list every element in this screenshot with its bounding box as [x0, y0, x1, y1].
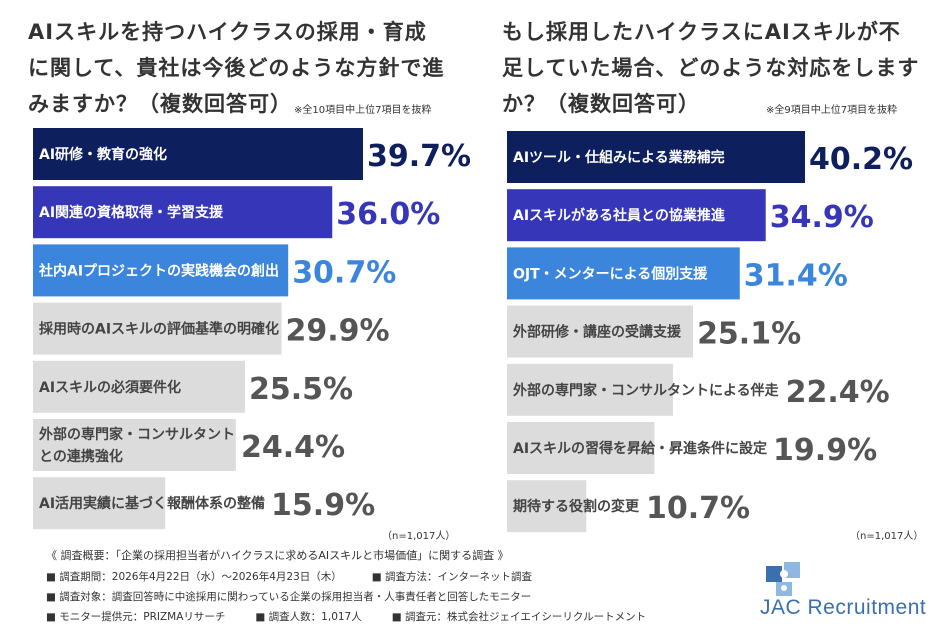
category-label: 期待する役割の変更 [513, 498, 640, 515]
chart-title: AIスキルを持つハイクラスの採用・育成に関して、貴社は今後どのような方針で進みま… [28, 20, 445, 116]
value-label: 29.9% [286, 314, 390, 349]
survey-overview: 《 調査概要：「企業の採用担当者がハイクラスに求めるAIスキルと市場価値」に関す… [46, 547, 766, 629]
bar [33, 360, 245, 413]
survey-source: ■ 調査元：株式会社ジェイエイシーリクルートメント [391, 611, 647, 623]
value-label: 15.9% [271, 488, 375, 523]
survey-period: ■ 調査期間：2026年4月22日（水）～2026年4月23日（木） [46, 571, 342, 583]
sample-size: （n=1,017人） [382, 531, 456, 542]
bar [33, 186, 333, 239]
survey-overview-row: ■ 調査対象：調査回答時に中途採用に関わっている企業の採用担当者・人事責任者と回… [46, 589, 766, 604]
right-chart-panel: もし採用したハイクラスにAIスキルが不足していた場合、どのような対応をしますか？… [470, 0, 940, 545]
bar [33, 128, 363, 180]
value-label: 25.5% [249, 372, 353, 407]
bar [507, 131, 805, 183]
bar [507, 189, 766, 242]
bar [33, 477, 166, 530]
puzzle-logo-icon [766, 562, 800, 596]
value-label: 10.7% [646, 491, 750, 526]
value-label: 40.2% [809, 142, 913, 177]
logo-text: JAC Recruitment [760, 596, 927, 619]
value-label: 19.9% [773, 433, 877, 468]
category-label: AI研修・教育の強化 [39, 146, 167, 163]
category-label: AIスキルの習得を昇給・昇進条件に設定 [513, 440, 767, 457]
value-label: 34.9% [770, 200, 874, 235]
bar [33, 419, 236, 471]
value-label: 39.7% [367, 139, 470, 174]
chart-title: もし採用したハイクラスにAIスキルが不足していた場合、どのような対応をしますか？… [502, 20, 920, 116]
survey-overview-row: ■ 調査期間：2026年4月22日（水）～2026年4月23日（木） ■ 調査方… [46, 569, 766, 584]
category-label: 社内AIプロジェクトの実践機会の創出 [38, 262, 279, 279]
survey-method: ■ 調査方法：インターネット調査 [371, 571, 533, 583]
category-label: 外部の専門家・コンサルタントによる伴走 [513, 382, 780, 399]
jac-recruitment-logo: JAC Recruitment [760, 560, 930, 620]
category-label: 外部研修・講座の受講支援 [513, 324, 682, 341]
survey-overview-row: ■ モニター提供元：PRIZMAリサーチ ■ 調査人数：1,017人 ■ 調査元… [46, 609, 766, 624]
survey-count: ■ 調査人数：1,017人 [255, 611, 362, 623]
category-label: 採用時のAIスキルの評価基準の明確化 [39, 321, 279, 338]
chart-note: ※全9項目中上位7項目を抜粋 [766, 105, 898, 116]
category-label: AIツール・仕組みによる業務補完 [513, 149, 725, 166]
value-label: 31.4% [744, 258, 848, 293]
value-label: 24.4% [241, 430, 345, 465]
chart-note: ※全10項目中上位7項目を抜粋 [294, 105, 432, 116]
sample-size: （n=1,017人） [850, 531, 924, 542]
value-label: 36.0% [336, 197, 440, 232]
bar [507, 247, 740, 300]
left-bar-chart: AI研修・教育の強化 39.7% AI関連の資格取得・学習支援 36.0% 社内AIプロ… [33, 128, 470, 530]
category-label: 外部の専門家・コンサルタントとの連携強化 [39, 426, 235, 465]
bar [507, 305, 694, 358]
category-label: AIスキルがある社員との協業推進 [513, 207, 725, 224]
survey-target: ■ 調査対象：調査回答時に中途採用に関わっている企業の採用担当者・人事責任者と回… [46, 591, 532, 603]
right-bar-chart: AIツール・仕組みによる業務補完 40.2% AIスキルがある社員との協業推進 34.… [507, 131, 913, 533]
bar [33, 244, 289, 297]
category-label: AI関連の資格取得・学習支援 [39, 204, 224, 221]
value-label: 22.4% [786, 375, 890, 410]
value-label: 25.1% [697, 317, 801, 352]
category-label: AI活用実績に基づく報酬体系の整備 [39, 495, 265, 512]
bar [507, 422, 655, 474]
survey-provider: ■ モニター提供元：PRIZMAリサーチ [46, 611, 226, 623]
bar [507, 363, 674, 416]
left-chart-panel: AIスキルを持つハイクラスの採用・育成に関して、貴社は今後どのような方針で進みま… [0, 0, 470, 545]
value-label: 30.7% [292, 255, 396, 290]
bar [507, 480, 587, 533]
category-label: OJT・メンターによる個別支援 [513, 265, 708, 282]
bar [33, 302, 282, 355]
category-label: AIスキルの必須要件化 [39, 379, 181, 396]
survey-overview-title: 《 調査概要：「企業の採用担当者がハイクラスに求めるAIスキルと市場価値」に関す… [46, 549, 509, 562]
